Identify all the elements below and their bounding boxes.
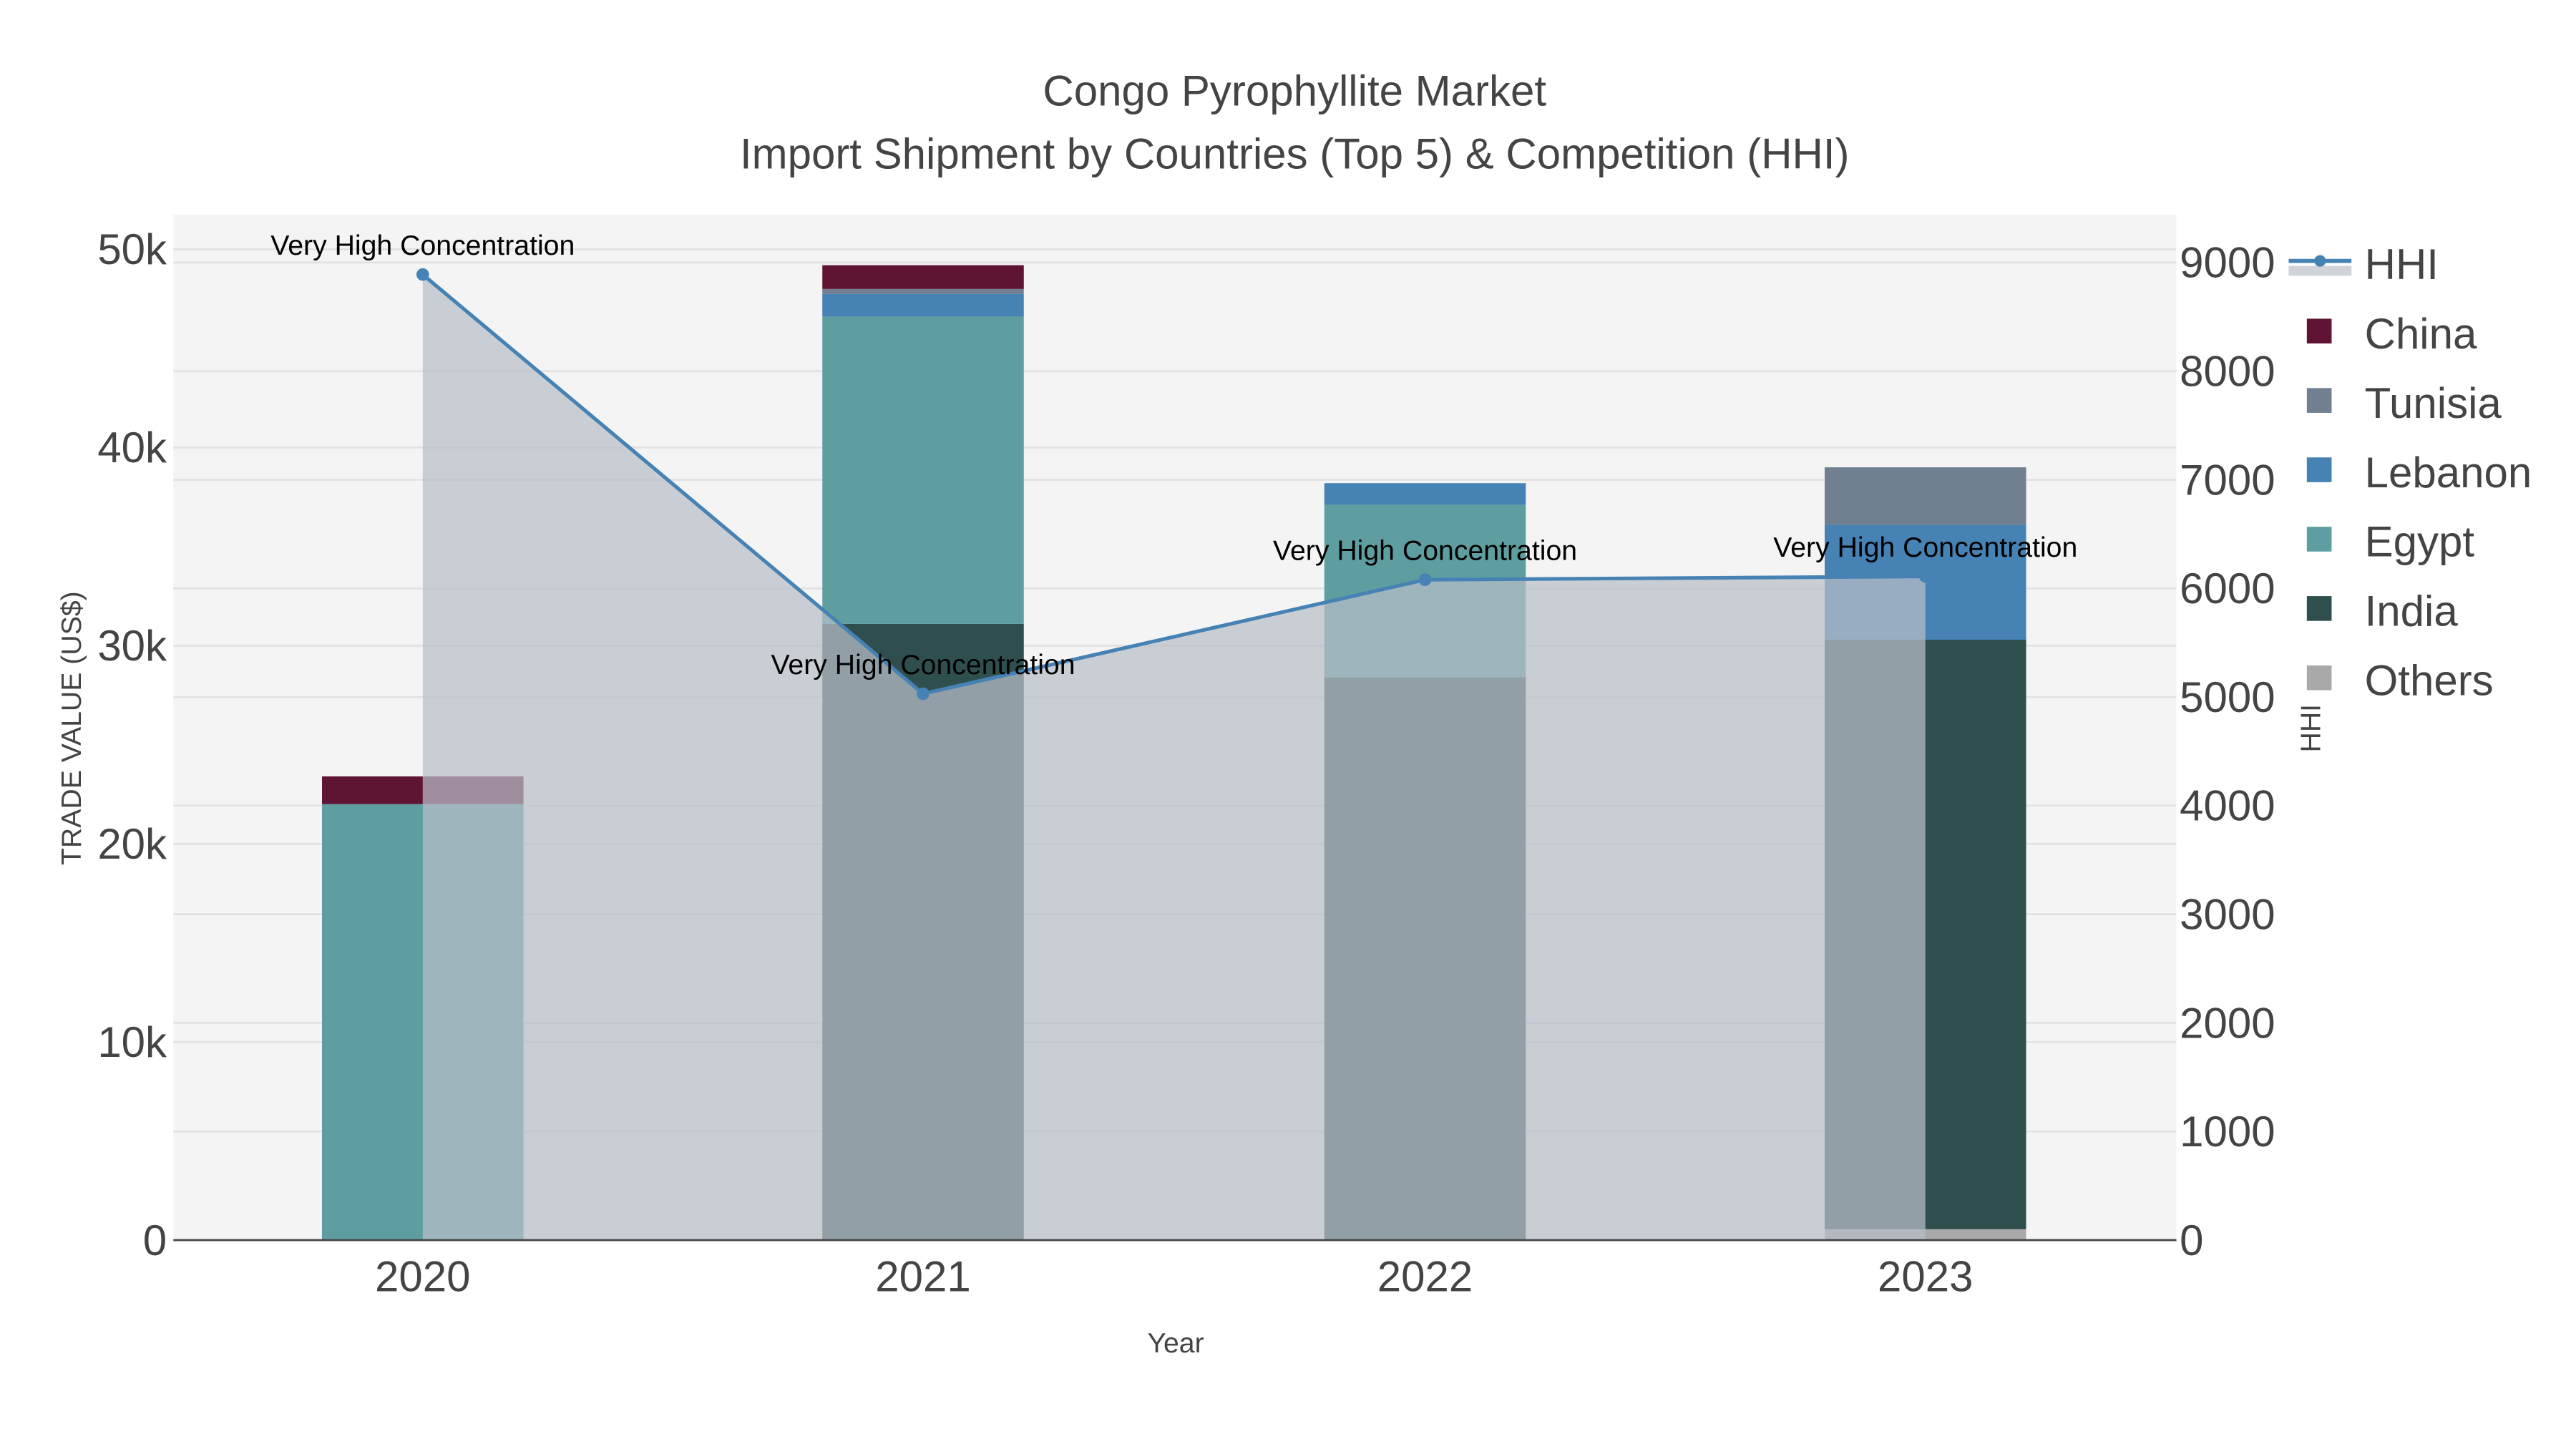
legend-label-china: China — [2365, 310, 2477, 358]
legend-label-egypt: Egypt — [2365, 518, 2475, 566]
legend-hhi-marker — [2314, 255, 2326, 267]
hhi-marker-2020 — [416, 268, 429, 281]
x-axis-title: Year — [1147, 1327, 1204, 1359]
y2-tick-label: 0 — [2180, 1216, 2203, 1264]
legend-swatch-china — [2306, 318, 2332, 343]
legend-swatch-egypt — [2306, 527, 2332, 552]
y2-tick-label: 9000 — [2180, 239, 2275, 287]
x-tick-label: 2022 — [1377, 1253, 1473, 1301]
annotation-2022: Very High Concentration — [1273, 535, 1577, 566]
legend-label-hhi: HHI — [2365, 240, 2439, 288]
y-tick-label: 0 — [143, 1216, 167, 1264]
bar-egypt-2021 — [822, 316, 1024, 624]
x-tick-label: 2021 — [875, 1253, 970, 1301]
legend-swatch-tunisia — [2306, 388, 2332, 413]
y-tick-label: 50k — [97, 225, 167, 273]
bar-lebanon-2021 — [822, 293, 1024, 317]
y-axis-title: TRADE VALUE (US$) — [56, 591, 87, 865]
bar-lebanon-2022 — [1324, 483, 1526, 505]
legend-label-lebanon: Lebanon — [2365, 449, 2532, 497]
y2-tick-label: 5000 — [2180, 673, 2275, 721]
bar-tunisia-2023 — [1825, 467, 2026, 525]
y2-tick-label: 3000 — [2180, 890, 2275, 938]
legend-label-others: Others — [2365, 657, 2494, 705]
y-tick-label: 30k — [97, 622, 167, 670]
y-tick-label: 10k — [97, 1018, 167, 1066]
x-tick-label: 2020 — [375, 1253, 470, 1301]
legend-hhi-fill-swatch — [2288, 265, 2352, 276]
y2-tick-label: 1000 — [2180, 1108, 2275, 1156]
hhi-marker-2022 — [1418, 573, 1432, 586]
x-axis-ticks: 2020 2021 2022 2023 — [375, 1253, 1973, 1301]
y2-tick-label: 2000 — [2180, 999, 2275, 1047]
y2-axis-title: HHI — [2295, 704, 2326, 753]
y-tick-label: 40k — [97, 424, 167, 472]
legend-swatch-others — [2306, 665, 2332, 691]
chart-title: Congo Pyrophyllite Market — [1043, 67, 1546, 115]
bar-tunisia-2021 — [822, 288, 1024, 294]
legend-label-tunisia: Tunisia — [2365, 379, 2502, 427]
legend: HHI China Tunisia Lebanon Egypt India Others — [2288, 240, 2532, 705]
hhi-markers — [416, 268, 1932, 701]
annotations: Very High Concentration Very High Concent… — [270, 230, 2077, 680]
y-tick-label: 20k — [97, 820, 167, 868]
y-axis-ticks: 0 10k 20k 30k 40k 50k — [97, 225, 167, 1264]
annotation-2023: Very High Concentration — [1773, 532, 2077, 563]
x-tick-label: 2023 — [1878, 1253, 1973, 1301]
legend-label-india: India — [2365, 587, 2459, 635]
hhi-area — [422, 274, 1926, 1241]
y2-tick-label: 8000 — [2180, 347, 2275, 395]
y2-axis-ticks: 0 1000 2000 3000 4000 5000 6000 7000 8000 9000 — [2180, 239, 2275, 1264]
annotation-2020: Very High Concentration — [270, 230, 575, 261]
hhi-line — [421, 273, 1926, 696]
chart-subtitle: Import Shipment by Countries (Top 5) & C… — [740, 130, 1850, 177]
bar-china-2021 — [822, 265, 1024, 289]
legend-swatch-lebanon — [2306, 457, 2332, 482]
hhi-marker-2021 — [917, 687, 930, 701]
legend-swatch-india — [2306, 596, 2332, 621]
y2-tick-label: 4000 — [2180, 782, 2275, 830]
hhi-marker-2023 — [1919, 570, 1932, 583]
y2-tick-label: 7000 — [2180, 456, 2275, 504]
y2-tick-label: 6000 — [2180, 565, 2275, 613]
annotation-2021: Very High Concentration — [771, 649, 1075, 680]
